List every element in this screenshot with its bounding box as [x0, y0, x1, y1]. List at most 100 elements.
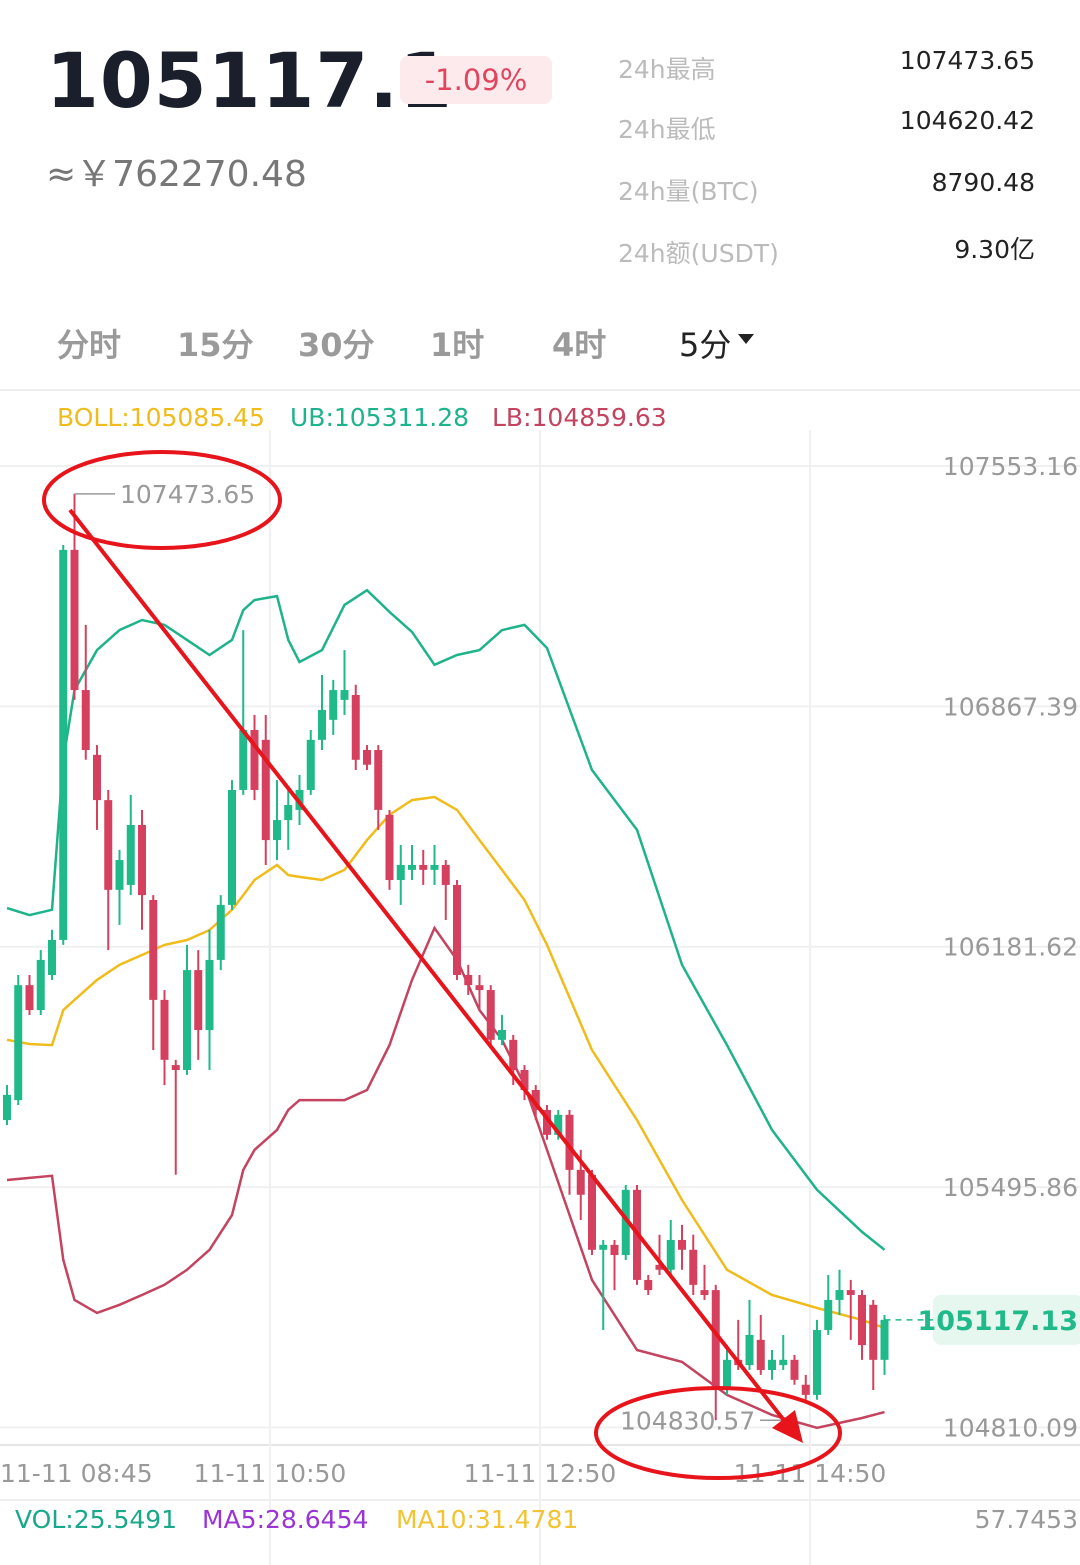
volume-axis-max: 57.7453	[975, 1505, 1078, 1534]
candle-body	[340, 690, 349, 700]
volume-label: MA10:31.4781	[396, 1505, 578, 1534]
candle-body	[59, 549, 68, 940]
candle-body	[689, 1249, 698, 1285]
candle-body	[329, 690, 338, 720]
high-label: 107473.65	[120, 480, 255, 509]
candle-body	[475, 985, 484, 991]
tab[interactable]: 15分	[177, 326, 254, 364]
arrow-head	[772, 1410, 803, 1443]
candle-body	[273, 820, 281, 841]
indicator-line	[6, 925, 885, 1430]
candle-body	[869, 1304, 878, 1360]
tab[interactable]: 4时	[552, 326, 607, 364]
candle-body	[70, 549, 79, 691]
candle-body	[520, 1069, 529, 1090]
candle-body	[408, 864, 416, 870]
candle-body	[531, 1089, 540, 1110]
candle-body	[554, 1114, 563, 1135]
x-tick-label: 11-11 12:50	[464, 1459, 617, 1488]
tab[interactable]: 1时	[430, 326, 485, 364]
candle-body	[813, 1330, 821, 1395]
last-price-tag	[933, 1294, 1080, 1345]
stat-label: 24h最高	[618, 55, 716, 84]
candle-body	[138, 824, 146, 896]
candle-body	[430, 864, 439, 870]
candle-body	[205, 959, 214, 1031]
candle-body	[228, 789, 236, 905]
candle-body	[543, 1109, 551, 1135]
x-tick-label: 11-11 08:45	[0, 1459, 153, 1488]
y-tick-label: 106181.62	[943, 933, 1078, 962]
candle-body	[824, 1299, 833, 1331]
candle-body	[48, 939, 56, 976]
candle-body	[441, 864, 450, 885]
stat-value: 104620.42	[899, 106, 1035, 135]
candle-body	[419, 864, 428, 870]
candle-body	[183, 970, 191, 1070]
candle-body	[498, 1030, 506, 1040]
candle-body	[464, 975, 473, 986]
candle-body	[779, 1359, 788, 1366]
indicator-line	[6, 795, 885, 1330]
low-label: 104830.57	[620, 1406, 755, 1435]
candle-body	[599, 1244, 608, 1250]
candle-body	[115, 860, 124, 890]
candle-body	[171, 1065, 180, 1070]
candle-body	[509, 1039, 518, 1070]
cny-price: ≈￥762270.48	[46, 154, 307, 195]
circle-annotation	[42, 450, 282, 550]
candle-body	[318, 710, 326, 740]
candle-body	[756, 1339, 765, 1370]
stat-value: 9.30亿	[954, 235, 1035, 264]
candle-body	[306, 739, 315, 790]
volume-label: VOL:25.5491	[15, 1505, 177, 1534]
candle-body	[396, 864, 405, 881]
legend-entry: LB:104859.63	[492, 403, 667, 432]
legend-entry: BOLL:105085.45	[57, 403, 265, 432]
candle-body	[453, 884, 461, 976]
candle-body	[610, 1244, 619, 1256]
candle-body	[745, 1334, 754, 1366]
candle-body	[723, 1359, 731, 1390]
plot: 107553.16 106867.39 106181.62 105495.86 1048…	[0, 403, 1080, 1565]
candle-body	[711, 1290, 720, 1390]
candle-body	[385, 814, 394, 881]
candle-body	[351, 694, 360, 760]
candle-body	[81, 690, 90, 750]
candle-body	[25, 985, 34, 1011]
stat-label: 24h量(BTC)	[618, 177, 759, 206]
tab[interactable]: 30分	[298, 326, 375, 364]
candle-body	[261, 739, 270, 841]
x-tick-label: 11-11 10:50	[194, 1459, 347, 1488]
candle-body	[801, 1384, 810, 1395]
legend-entry: UB:105311.28	[290, 403, 469, 432]
trend-arrow	[68, 508, 792, 1430]
candle-body	[790, 1359, 799, 1380]
tab[interactable]: 分时	[57, 326, 122, 364]
dropdown-icon	[738, 334, 754, 344]
candle-body	[588, 1174, 596, 1250]
y-tick-label: 104810.09	[943, 1413, 1078, 1442]
candle-body	[160, 999, 169, 1060]
y-tick-label: 107553.16	[943, 452, 1078, 481]
candle-body	[666, 1239, 675, 1270]
candle-body	[363, 749, 371, 765]
candle-body	[104, 800, 113, 890]
candle-body	[880, 1319, 889, 1360]
candle-body	[93, 754, 101, 801]
last-price: 105117.1	[46, 36, 454, 125]
volume-label: MA5:28.6454	[202, 1505, 368, 1534]
candle-body	[239, 730, 248, 790]
stat-label: 24h额(USDT)	[618, 239, 779, 268]
candle-body	[700, 1290, 709, 1295]
candle-body	[14, 985, 23, 1101]
candle-body	[678, 1239, 686, 1250]
tab[interactable]: 5分	[679, 326, 732, 364]
candle-body	[655, 1264, 664, 1270]
candle-body	[644, 1279, 653, 1291]
candle-body	[126, 824, 135, 885]
y-tick-label: 105495.86	[943, 1173, 1078, 1202]
candle-body	[149, 899, 158, 1000]
